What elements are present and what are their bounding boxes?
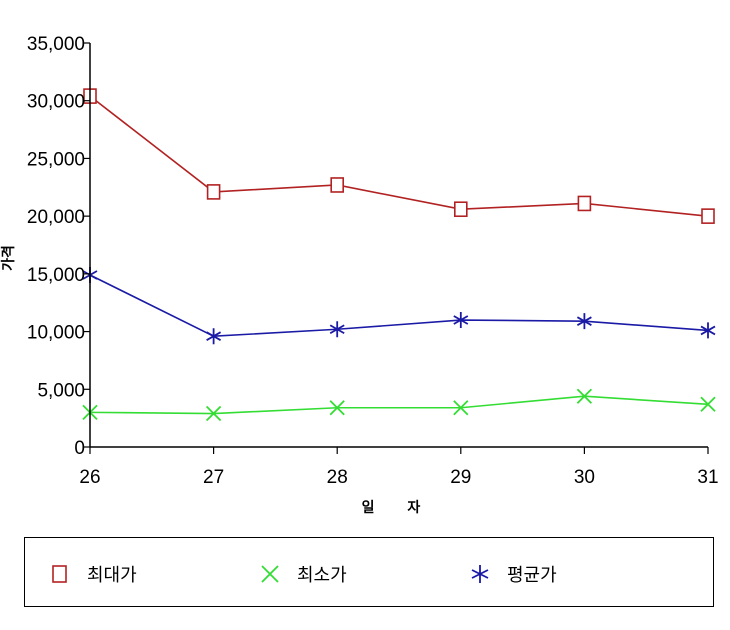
x-axis-label: 일 자 [362, 500, 435, 516]
x-tick-label: 26 [79, 467, 100, 488]
x-tick-label: 28 [327, 467, 348, 488]
legend-item-min: 최소가 [257, 560, 347, 588]
data-point-x [205, 405, 222, 422]
x-marker-icon [261, 565, 279, 583]
y-tick-label: 10,000 [27, 323, 85, 344]
legend-label-avg: 평균가 [507, 565, 557, 586]
star-marker-icon [471, 565, 489, 583]
data-point-star [329, 321, 345, 338]
x-tick-label: 29 [450, 467, 471, 488]
x-tick-label: 30 [574, 467, 595, 488]
data-point-x [576, 388, 593, 404]
y-tick-label: 25,000 [27, 149, 85, 170]
legend-label-min: 최소가 [297, 565, 347, 586]
series-layer [82, 88, 716, 422]
data-point-square [453, 201, 468, 218]
data-point-star [700, 322, 716, 339]
line-chart: 0 5,000 10,000 15,000 20,000 25,000 30,000 35,0… [0, 34, 719, 516]
y-tick-label: 30,000 [27, 92, 85, 113]
series-line [89, 395, 709, 415]
data-point-square [206, 184, 221, 200]
series-star [82, 267, 716, 345]
x-tick-label: 27 [203, 467, 224, 488]
data-point-x [329, 400, 345, 416]
legend-label-max: 최대가 [87, 565, 137, 586]
y-tick-label: 35,000 [27, 34, 85, 55]
series-x [82, 388, 716, 422]
legend-item-avg: 평균가 [467, 560, 557, 588]
y-axis-label: 가격 [0, 245, 17, 271]
legend-item-max: 최대가 [47, 560, 137, 588]
square-marker-icon [52, 565, 67, 583]
x-tick-label: 31 [697, 467, 718, 488]
y-tick-label: 20,000 [27, 207, 85, 228]
data-point-star [576, 313, 592, 330]
data-point-star [453, 312, 469, 329]
series-square [83, 88, 715, 224]
y-tick-label: 5,000 [37, 380, 85, 401]
legend: 최대가 최소가 평균가 [24, 537, 714, 607]
series-line [89, 274, 709, 337]
data-point-star [206, 328, 222, 345]
axis-layer: 0 5,000 10,000 15,000 20,000 25,000 30,000 35,0… [27, 34, 719, 488]
y-tick-label: 15,000 [27, 265, 85, 286]
data-point-square [330, 177, 345, 193]
data-point-x [700, 396, 716, 412]
data-point-square [577, 195, 592, 212]
y-tick-label: 0 [74, 438, 85, 459]
data-point-square [701, 208, 715, 224]
data-point-x [453, 400, 469, 416]
series-line [89, 95, 709, 217]
